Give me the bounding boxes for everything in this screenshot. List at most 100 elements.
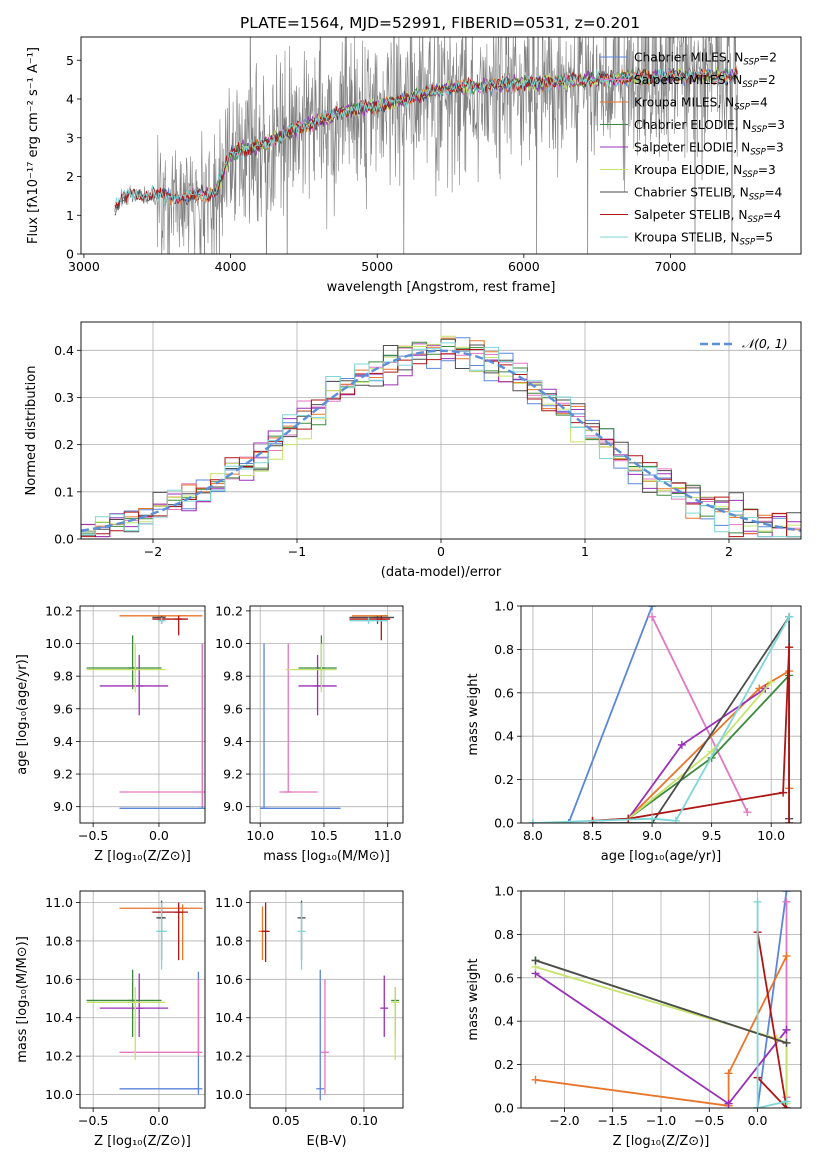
y-tick-label: 9.0 [53,799,73,814]
series-marker-kroupa_stelib [528,819,537,823]
legend-entry-chabrier_elodie: Chabrier ELODIE, NSSP=3 [634,118,785,135]
x-axis-label: (data-model)/error [381,565,502,580]
y-tick-label: 10.2 [215,1049,243,1064]
x-tick-label: 7000 [655,259,687,274]
y-tick-label: 1.0 [494,884,514,899]
series-marker-kroupa_stelib [671,816,680,823]
y-tick-label: 9.2 [223,767,243,782]
x-axis-label: mass [log₁₀(M/M⊙)] [263,849,390,864]
axes-mass_vs_EBV: 0.05 0.10 10.0 10.2 10.4 10.6 10.8 11.0 E(B-V) [215,890,404,1149]
y-tick-label: 10.8 [215,933,243,948]
x-tick-label: 0.0 [748,1113,768,1128]
y-tick-label: 10.8 [45,933,73,948]
x-tick-label: 4000 [215,259,247,274]
x-tick-label: −1.0 [646,1113,676,1128]
series-marker-kroupa_stelib [648,814,657,823]
x-tick-label: 0.10 [350,1113,378,1128]
y-tick-label: 2 [66,169,74,184]
series-marker-kroupa_elodie [767,677,776,686]
y-tick-label: 9.6 [53,701,73,716]
y-tick-label: 10.2 [45,603,73,618]
x-axis-label: age [log₁₀(age/yr)] [601,849,722,864]
x-tick-label: −2.0 [549,1113,579,1128]
y-axis-label: mass weight [466,958,481,1040]
y-tick-label: 0.0 [494,1101,514,1116]
series-marker-kroupa_stelib [753,1104,762,1108]
series-marker-chabrier_miles [564,819,573,823]
y-tick-label: 9.4 [53,734,73,749]
y-tick-label: 9.0 [223,799,243,814]
y-tick-label: 0.6 [494,685,514,700]
series-marker-chabrier_miles [782,891,791,895]
y-tick-label: 10.2 [45,1049,73,1064]
x-axis-label: Z [log₁₀(Z/Z⊙)] [613,1134,710,1149]
series-marker-salpeter_miles [782,897,791,906]
y-tick-label: 0.4 [494,729,514,744]
spectrum-model-kroupa_stelib [114,66,739,207]
y-tick-label: 0.2 [494,772,514,787]
x-tick-label: 3000 [68,259,100,274]
y-tick-label: 0.6 [494,970,514,985]
x-tick-label: 6000 [508,259,540,274]
series-marker-kroupa_miles [531,1075,540,1084]
x-tick-label: 0 [437,544,445,559]
x-tick-label: 10.0 [757,828,785,843]
y-tick-label: 0.4 [54,343,74,358]
y-tick-label: 9.8 [223,669,243,684]
x-tick-label: 5000 [361,259,393,274]
y-tick-label: 10.0 [45,636,73,651]
series-marker-kroupa_miles [724,1069,733,1078]
series-marker-chabrier_stelib [531,956,540,965]
y-tick-label: 0 [66,247,74,262]
y-tick-label: 0.4 [494,1014,514,1029]
y-tick-label: 0.1 [54,484,74,499]
series-marker-chabrier_stelib [782,1038,791,1047]
y-tick-label: 0.0 [494,816,514,831]
series-marker-salpeter_stelib [785,643,794,652]
y-axis-label: Flux [fλ10⁻¹⁷ erg cm⁻² s⁻¹ A⁻¹] [26,47,41,244]
x-tick-label: −1.5 [598,1113,628,1128]
y-tick-label: 10.0 [45,1087,73,1102]
axes-age_vs_mass: 10.0 10.5 11.0 9.0 9.2 9.4 9.6 9.8 10.0 10.2 mass … [215,603,404,864]
series-marker-salpeter_miles [648,612,657,621]
y-axis-label: Normed distribution [24,366,39,496]
series-line-salpeter_stelib [756,932,788,1108]
series-line-kroupa_stelib [756,901,787,1108]
y-tick-label: 10.6 [215,972,243,987]
series-line-salpeter_miles [651,616,749,813]
axes-frame [80,36,802,255]
axes-frame [520,890,802,1109]
legend-entry-kroupa_elodie: Kroupa ELODIE, NSSP=3 [634,163,776,180]
figure-title: PLATE=1564, MJD=52991, FIBERID=0531, z=0… [240,14,640,32]
x-tick-label: 10.0 [246,828,274,843]
y-tick-label: 4 [66,92,74,107]
series-marker-salpeter_stelib [785,819,794,823]
series-marker-chabrier_miles [648,606,657,610]
x-tick-label: 0.0 [149,1113,169,1128]
y-tick-label: 10.6 [45,972,73,987]
axes-frame [249,890,404,1109]
legend-entry-gaussian: 𝒩(0, 1) [742,336,788,351]
x-axis-label: E(B-V) [306,1134,346,1149]
axes-weight_vs_age: 8.0 8.5 9.0 9.5 10.0 0.0 0.2 0.4 0.6 0.8 1.0 age [l… [466,599,802,864]
spectrum-model-salpeter_elodie [215,67,739,192]
y-axis-label: age [log₁₀(age/yr)] [15,654,30,775]
y-tick-label: 0.2 [54,437,74,452]
y-tick-label: 10.4 [45,1010,73,1025]
y-tick-label: 10.0 [215,636,243,651]
series-marker-kroupa_stelib [782,1097,791,1106]
axes-mass_vs_Z: −0.5 0.0 10.0 10.2 10.4 10.6 10.8 11.0 Z [log₁₀(… [15,890,206,1149]
x-tick-label: 8.0 [523,828,543,843]
y-tick-label: 0.8 [494,642,514,657]
y-tick-label: 1 [66,208,74,223]
y-tick-label: 9.2 [53,767,73,782]
x-axis-label: wavelength [Angstrom, rest frame] [327,280,556,295]
x-tick-label: 0.05 [272,1113,300,1128]
y-tick-label: 0.8 [494,927,514,942]
series-marker-kroupa_stelib [785,612,794,621]
y-tick-label: 9.6 [223,701,243,716]
series-marker-salpeter_elodie [782,1025,791,1034]
axes-age_vs_Z: −0.5 0.0 9.0 9.2 9.4 9.6 9.8 10.0 10.2 Z [log₁₀(Z… [15,603,206,864]
x-tick-label: −0.5 [694,1113,724,1128]
y-axis-label: mass [log₁₀(M/M⊙)] [15,936,30,1063]
